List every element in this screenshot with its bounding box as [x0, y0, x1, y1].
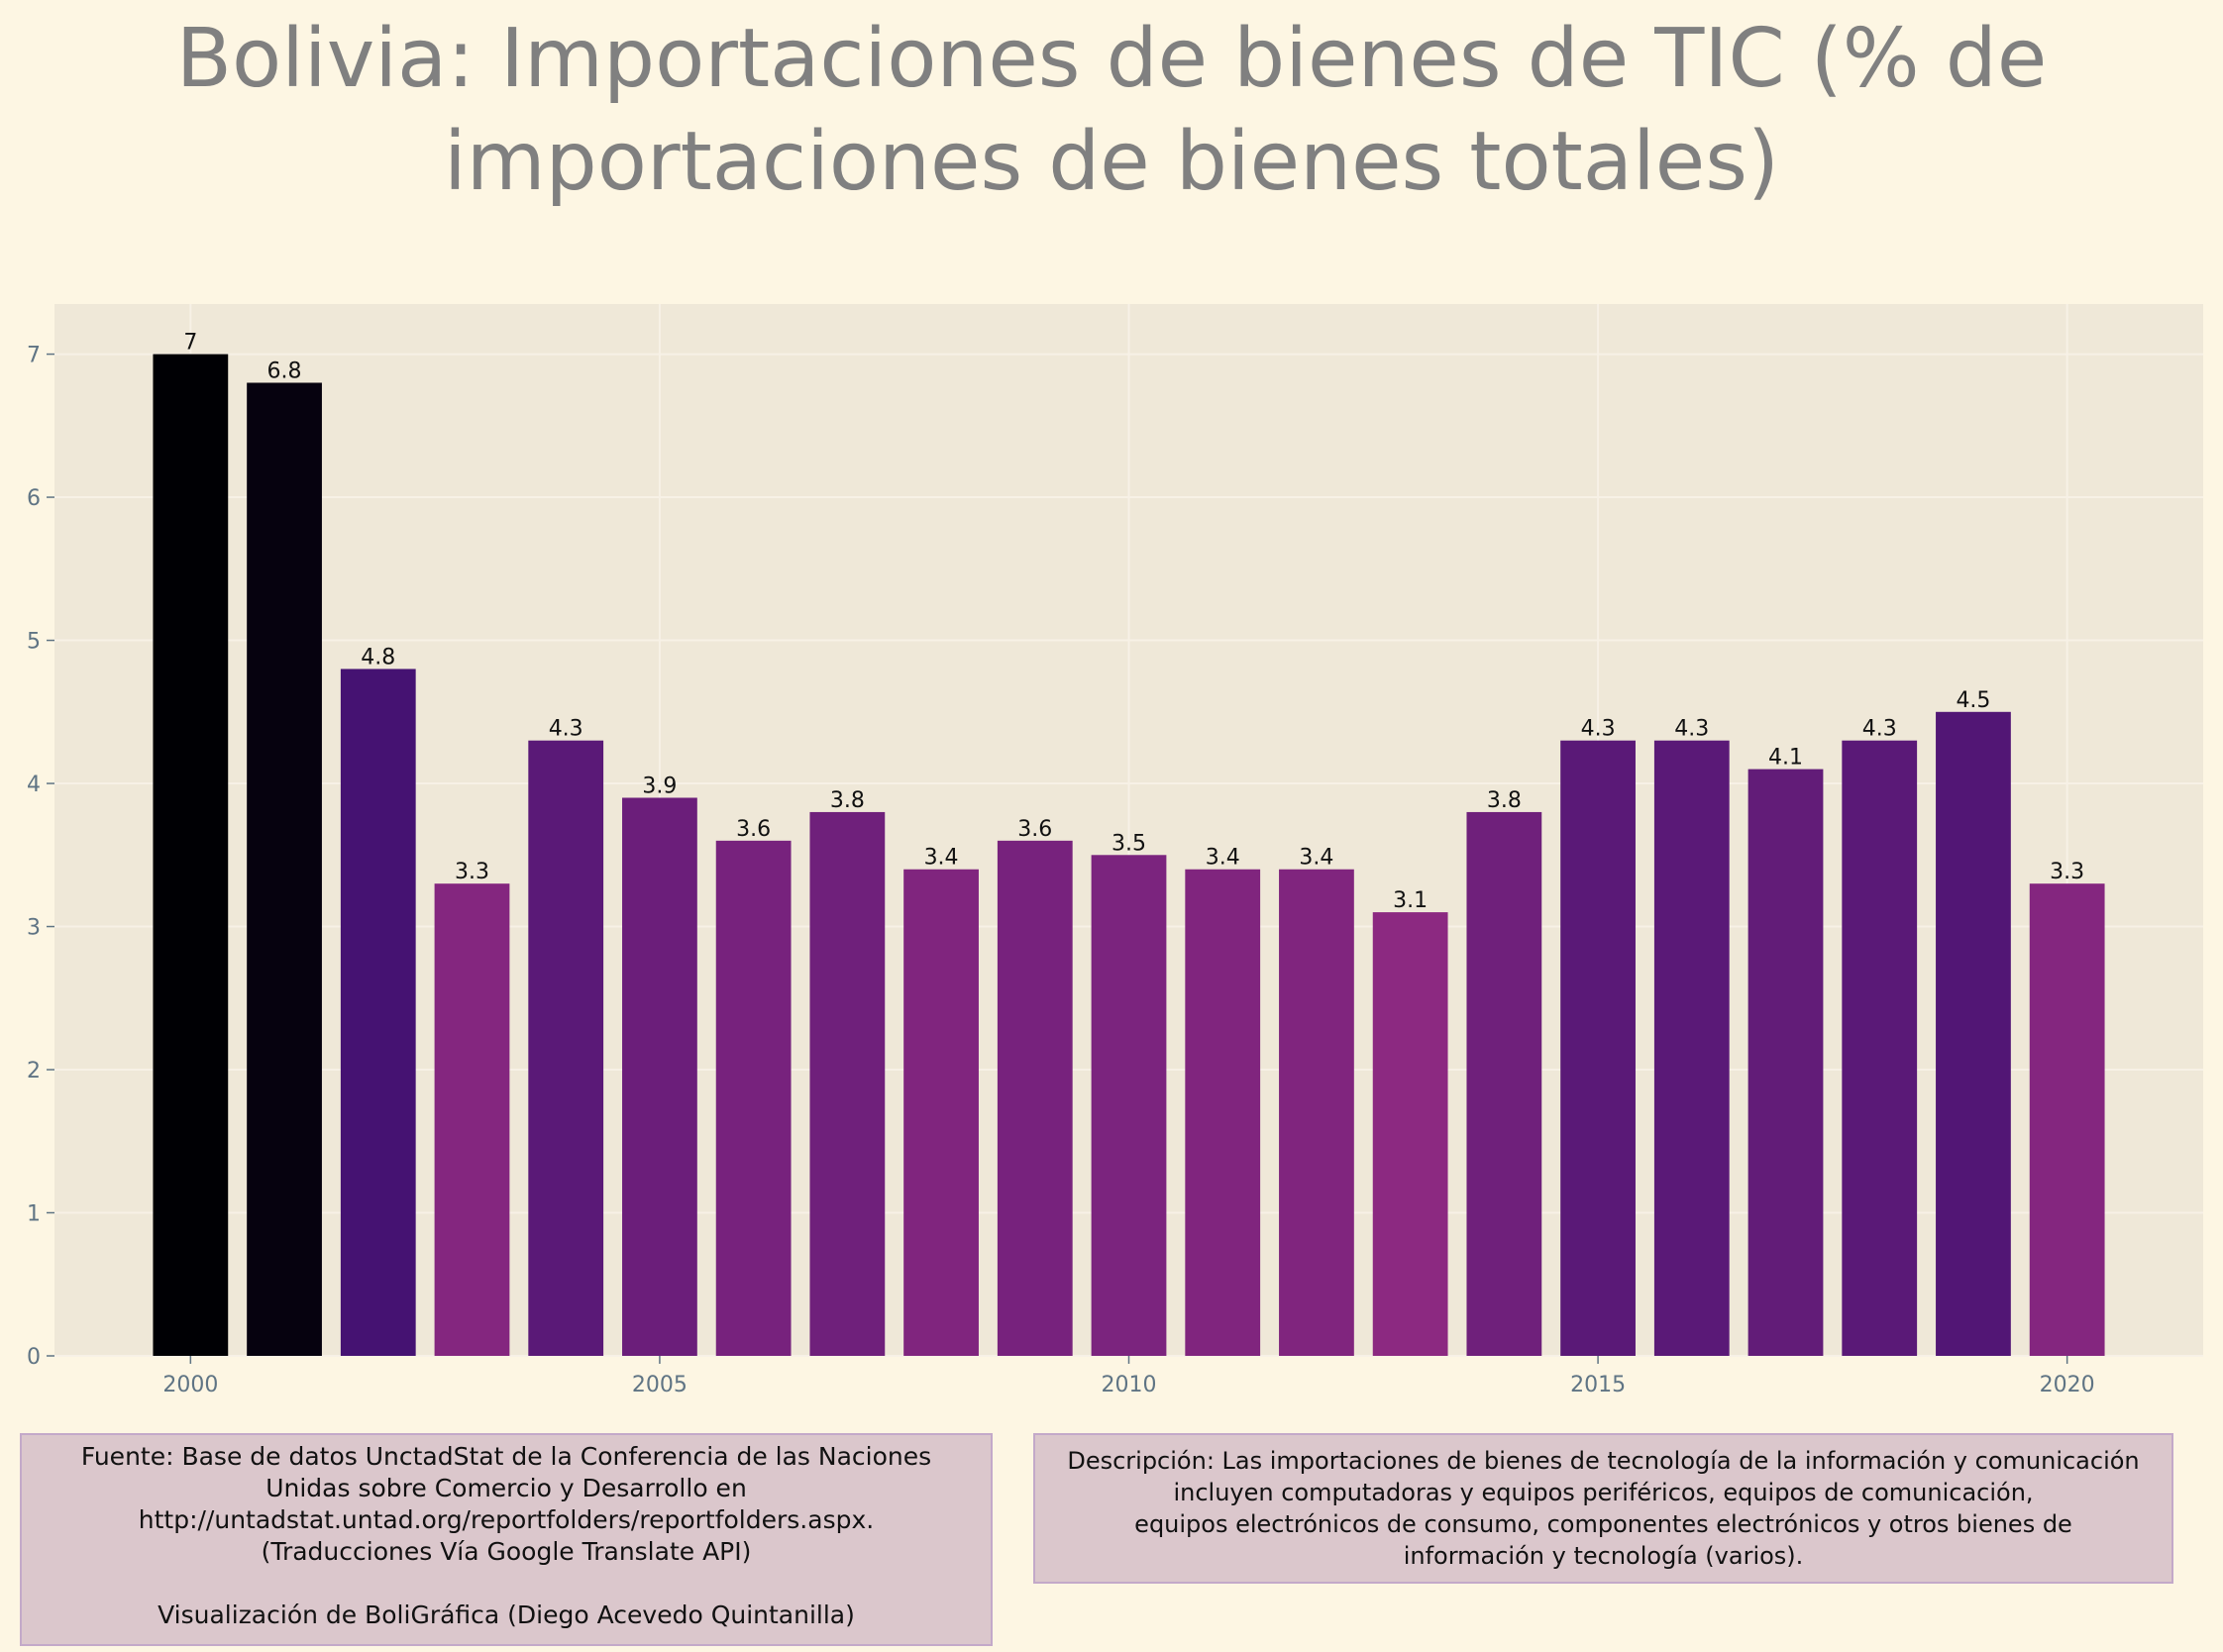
bar-value-label: 4.3 — [549, 717, 583, 742]
x-tick-label: 2015 — [1570, 1373, 1626, 1397]
x-tick-label: 2020 — [2040, 1373, 2095, 1397]
chart-title-line-2: importaciones de bienes totales) — [444, 115, 1779, 209]
bar-value-label: 4.5 — [1956, 688, 1990, 713]
bar-value-label: 3.6 — [1017, 817, 1052, 842]
source-note-line: Fuente: Base de datos UnctadStat de la C… — [80, 1442, 932, 1471]
bar — [1466, 811, 1542, 1356]
y-tick-label: 3 — [27, 916, 41, 941]
bar-value-label: 3.8 — [830, 788, 865, 813]
bar — [434, 883, 510, 1356]
bar-chart: 0 1 2 3 4 5 6 7 2000 2005 2010 2015 2020 7 6.8 4.8 3.3 4… — [27, 304, 2203, 1397]
bar — [1185, 869, 1261, 1356]
bar — [1936, 711, 2011, 1356]
bar-value-label: 6.8 — [267, 359, 302, 383]
bar — [1747, 769, 1824, 1356]
bar-value-label: 3.4 — [1206, 846, 1240, 871]
bar-value-label: 3.5 — [1112, 831, 1146, 856]
bar — [340, 669, 416, 1356]
bar-value-label: 7 — [183, 331, 197, 356]
bar — [809, 811, 886, 1356]
bar-value-label: 3.4 — [924, 846, 959, 871]
bar-value-label: 3.8 — [1487, 788, 1522, 813]
x-tick-label: 2005 — [632, 1373, 688, 1397]
bar-value-label: 3.4 — [1299, 846, 1333, 871]
bar — [1842, 740, 1918, 1356]
bar — [528, 740, 604, 1356]
source-note-line: Unidas sobre Comercio y Desarrollo en — [265, 1474, 747, 1502]
credit-line: Visualización de BoliGráfica (Diego Acev… — [158, 1600, 855, 1629]
bar — [247, 382, 322, 1357]
bar — [1091, 855, 1167, 1356]
bar — [1560, 740, 1636, 1356]
chart-title: Bolivia: Importaciones de bienes de TIC … — [0, 8, 2223, 214]
bar — [2029, 883, 2105, 1356]
source-note-line: (Traducciones Vía Google Translate API) — [261, 1537, 752, 1566]
source-note-spacer — [22, 1568, 991, 1600]
source-note: Fuente: Base de datos UnctadStat de la C… — [20, 1433, 993, 1646]
y-tick-label: 0 — [27, 1345, 41, 1370]
bar — [997, 840, 1073, 1356]
y-tick-label: 2 — [27, 1059, 41, 1084]
bar-value-label: 3.6 — [736, 817, 771, 842]
bar-value-label: 3.3 — [2050, 860, 2084, 884]
bar-value-label: 4.3 — [1674, 717, 1709, 742]
bar-value-label: 3.9 — [642, 774, 677, 798]
bar — [903, 869, 979, 1356]
y-tick-label: 5 — [27, 630, 41, 655]
description-note-line: incluyen computadoras y equipos periféri… — [1173, 1479, 2034, 1506]
bar — [153, 354, 229, 1357]
y-tick-label: 6 — [27, 486, 41, 511]
bar-value-label: 4.1 — [1768, 746, 1803, 771]
bar — [1372, 912, 1448, 1356]
data-labels: 7 6.8 4.8 3.3 4.3 3.9 3.6 3.8 3.4 3.6 3.5 3.4 3.4 3.1… — [183, 331, 2084, 914]
bar-value-label: 3.3 — [455, 860, 489, 884]
x-tick-label: 2010 — [1102, 1373, 1157, 1397]
bars — [153, 354, 2105, 1357]
bar-value-label: 4.3 — [1581, 717, 1616, 742]
y-tick-label: 4 — [27, 773, 41, 797]
description-note-line: equipos electrónicos de consumo, compone… — [1134, 1510, 2072, 1538]
y-tick-label: 1 — [27, 1202, 41, 1227]
axis-ticks: 0 1 2 3 4 5 6 7 2000 2005 2010 2015 2020 — [27, 344, 2095, 1397]
bar-value-label: 3.1 — [1393, 888, 1428, 913]
bar — [715, 840, 792, 1356]
bar — [1279, 869, 1354, 1356]
bar-value-label: 4.8 — [361, 645, 395, 670]
source-note-line: http://untadstat.untad.org/reportfolders… — [138, 1505, 875, 1534]
bar — [622, 797, 697, 1356]
bar-value-label: 4.3 — [1862, 717, 1897, 742]
description-note-line: Descripción: Las importaciones de bienes… — [1067, 1447, 2140, 1475]
description-note-line: información y tecnología (varios). — [1403, 1542, 1804, 1570]
y-tick-label: 7 — [27, 344, 41, 368]
x-tick-label: 2000 — [162, 1373, 218, 1397]
chart-title-line-1: Bolivia: Importaciones de bienes de TIC … — [175, 12, 2048, 106]
description-note: Descripción: Las importaciones de bienes… — [1033, 1433, 2173, 1584]
bar — [1653, 740, 1730, 1356]
